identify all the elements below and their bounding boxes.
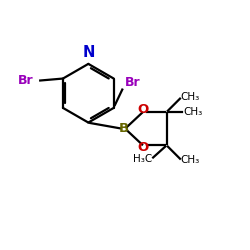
Text: O: O bbox=[138, 103, 149, 116]
Text: H₃C: H₃C bbox=[133, 154, 152, 164]
Text: O: O bbox=[138, 141, 149, 154]
Text: B: B bbox=[119, 122, 129, 135]
Text: CH₃: CH₃ bbox=[181, 156, 200, 166]
Text: CH₃: CH₃ bbox=[183, 107, 203, 117]
Text: CH₃: CH₃ bbox=[181, 92, 200, 102]
Text: Br: Br bbox=[125, 76, 141, 89]
Text: N: N bbox=[82, 45, 94, 60]
Text: Br: Br bbox=[18, 74, 34, 88]
